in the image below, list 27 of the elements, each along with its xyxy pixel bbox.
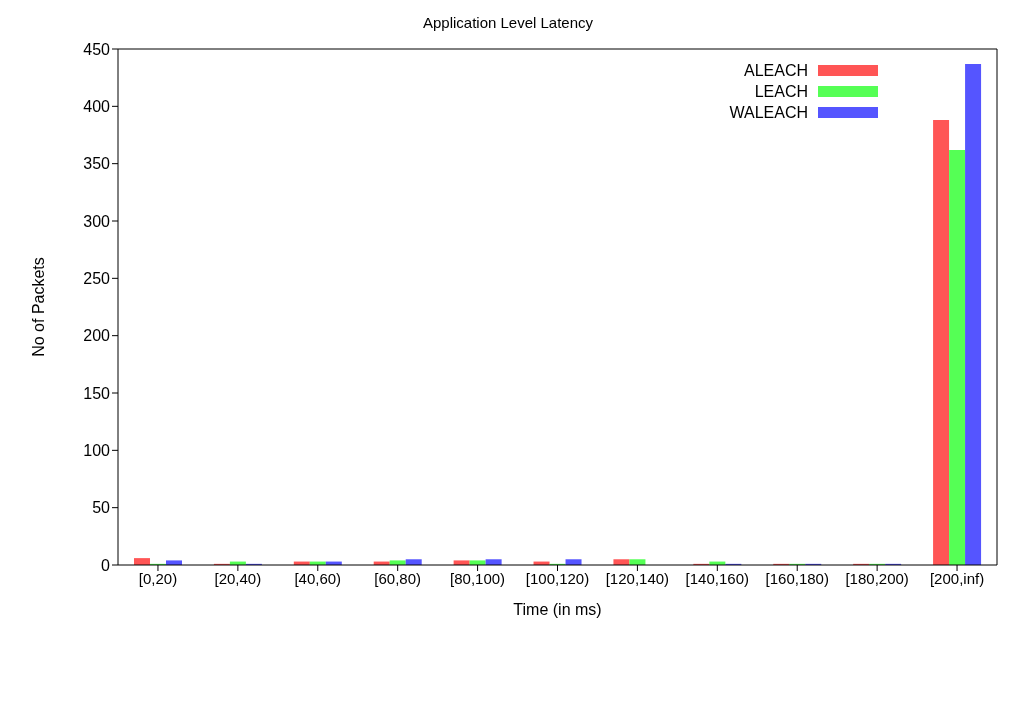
x-tick-label: [20,40): [214, 569, 262, 587]
y-axis-title: No of Packets: [29, 257, 47, 357]
x-tick-label: [80,100): [450, 569, 506, 587]
x-tick-label: [180,200): [845, 569, 909, 587]
x-axis-title: Time (in ms): [513, 601, 602, 618]
x-tick-label: [60,80): [374, 569, 422, 587]
y-tick-label: 300: [83, 212, 111, 230]
x-tick-label: [200,inf): [929, 569, 985, 587]
x-tick-label: [40,60): [294, 569, 342, 587]
chart-title: Application Level Latency: [421, 14, 595, 31]
x-tick-label: [160,180): [765, 569, 829, 587]
y-tick-label: 200: [83, 327, 111, 345]
y-tick-label: 450: [83, 40, 111, 58]
legend-label: WALEACH: [729, 103, 808, 122]
y-tick-label: 350: [83, 155, 111, 173]
y-tick-label: 0: [101, 556, 111, 574]
x-tick-label: [0,20): [138, 569, 178, 587]
y-tick-label: 400: [83, 98, 111, 116]
x-tick-label: [120,140): [605, 569, 670, 587]
x-tick-label: [140,160): [685, 569, 750, 587]
y-tick-label: 250: [83, 270, 111, 288]
y-tick-label: 100: [83, 442, 111, 460]
legend-label: LEACH: [754, 82, 808, 101]
legend-label: ALEACH: [743, 61, 808, 80]
y-tick-label: 50: [92, 499, 111, 517]
x-tick-label: [100,120): [525, 569, 590, 587]
y-tick-label: 150: [83, 384, 111, 402]
